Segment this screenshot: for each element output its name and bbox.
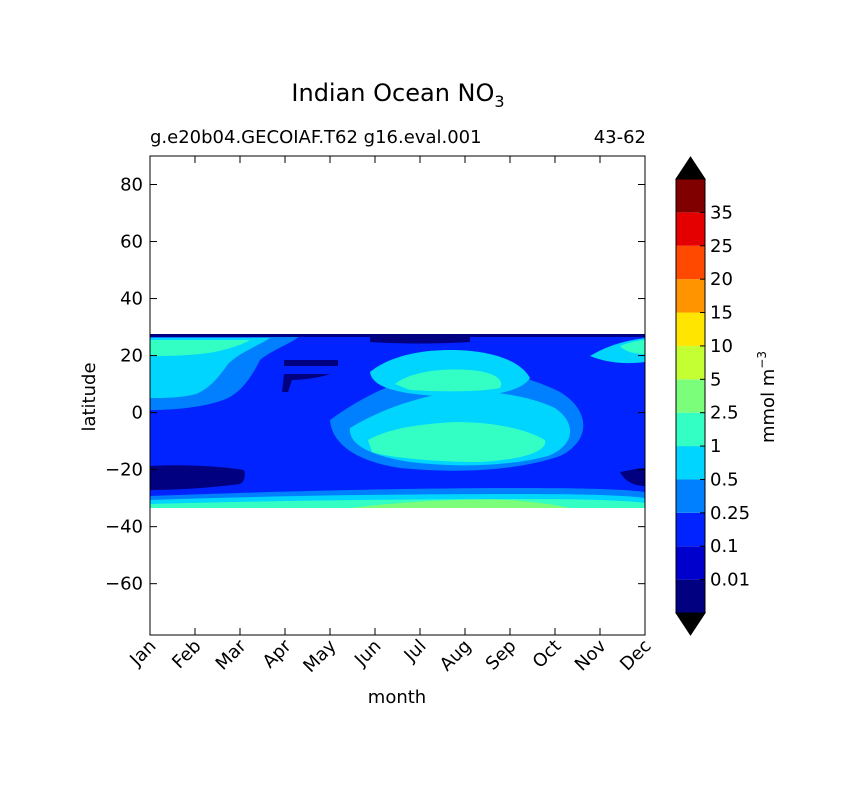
plot-frame bbox=[149, 155, 646, 636]
colorbar-tick-label: 25 bbox=[710, 236, 733, 257]
x-tick-label: Mar bbox=[212, 635, 251, 674]
y-axis-label: latitude bbox=[79, 362, 100, 431]
colorbar-segment bbox=[676, 412, 705, 447]
colorbar-segment bbox=[676, 512, 705, 547]
y-tick-label: 0 bbox=[132, 403, 143, 424]
colorbar-extend-under bbox=[675, 612, 706, 636]
y-tick-label: −20 bbox=[105, 460, 143, 481]
x-tick-label: Oct bbox=[529, 636, 566, 673]
x-tick-label: Nov bbox=[571, 635, 611, 675]
colorbar-tick-label: 20 bbox=[710, 269, 733, 290]
x-axis-label: month bbox=[368, 687, 426, 708]
colorbar-segment bbox=[676, 546, 705, 580]
colorbar-segment bbox=[676, 446, 705, 480]
colorbar-tick-label: 0.25 bbox=[710, 503, 750, 524]
contour-level-0.01-south bbox=[150, 465, 245, 490]
colorbar: 0.01 0.1 0.25 0.5 1 2.5 5 10 15 20 25 35 bbox=[675, 156, 750, 636]
contour-level-0.01-east bbox=[620, 468, 645, 486]
x-tick-label: Feb bbox=[168, 636, 205, 673]
colorbar-segment bbox=[676, 379, 705, 413]
contour-level-2.5-equatorial bbox=[368, 422, 546, 462]
colorbar-label: mmol m−3 bbox=[755, 351, 779, 443]
colorbar-extend-over bbox=[675, 156, 706, 180]
contour-level-2.5-north-summer bbox=[395, 369, 502, 392]
contour-level-2.5-east bbox=[620, 340, 645, 354]
colorbar-segment bbox=[676, 245, 705, 280]
colorbar-segment bbox=[676, 579, 705, 613]
colorbar-tick-label: 1 bbox=[710, 436, 721, 457]
contour-level-2.5-north bbox=[150, 340, 250, 356]
y-tick-label: 60 bbox=[120, 232, 143, 253]
colorbar-segment bbox=[676, 212, 705, 246]
colorbar-tick-label: 15 bbox=[710, 303, 733, 324]
colorbar-tick-label: 0.1 bbox=[710, 536, 739, 557]
x-tick-label: May bbox=[299, 635, 340, 676]
colorbar-segment bbox=[676, 179, 705, 213]
subtitle-right: 43-62 bbox=[594, 127, 646, 148]
colorbar-tick-label: 5 bbox=[710, 369, 721, 390]
chart-title: Indian Ocean NO3 bbox=[291, 79, 504, 111]
x-tick-label: Jul bbox=[400, 636, 431, 667]
contour-level-0.01-may bbox=[282, 360, 338, 392]
colorbar-tick-label: 35 bbox=[710, 202, 733, 223]
contour-level-0.01-top-edge bbox=[150, 334, 645, 337]
x-tick-label: Dec bbox=[616, 636, 655, 675]
colorbar-segment bbox=[676, 479, 705, 513]
y-tick-label: −40 bbox=[105, 517, 143, 538]
colorbar-frame bbox=[675, 178, 706, 614]
colorbar-segment bbox=[676, 345, 705, 380]
y-axis: 80 60 40 20 0 −20 −40 −60 bbox=[105, 175, 645, 595]
x-tick-label: Jun bbox=[350, 636, 385, 671]
colorbar-segment bbox=[676, 279, 705, 313]
colorbar-tick-label: 2.5 bbox=[710, 403, 739, 424]
contour-field bbox=[150, 334, 645, 508]
y-tick-label: 40 bbox=[120, 289, 143, 310]
colorbar-tick-label: 0.5 bbox=[710, 469, 739, 490]
colorbar-segment bbox=[676, 312, 705, 346]
subtitle-left: g.e20b04.GECOIAF.T62 g16.eval.001 bbox=[150, 127, 482, 148]
colorbar-tick-label: 10 bbox=[710, 336, 733, 357]
x-tick-label: Jan bbox=[125, 636, 160, 671]
x-tick-label: Apr bbox=[259, 635, 296, 672]
colorbar-tick-label: 0.01 bbox=[710, 570, 750, 591]
y-tick-label: 20 bbox=[120, 346, 143, 367]
contour-level-5-south bbox=[350, 499, 570, 508]
y-tick-label: 80 bbox=[120, 175, 143, 196]
x-tick-label: Aug bbox=[436, 636, 476, 676]
y-tick-label: −60 bbox=[105, 574, 143, 595]
x-tick-label: Sep bbox=[482, 636, 521, 675]
